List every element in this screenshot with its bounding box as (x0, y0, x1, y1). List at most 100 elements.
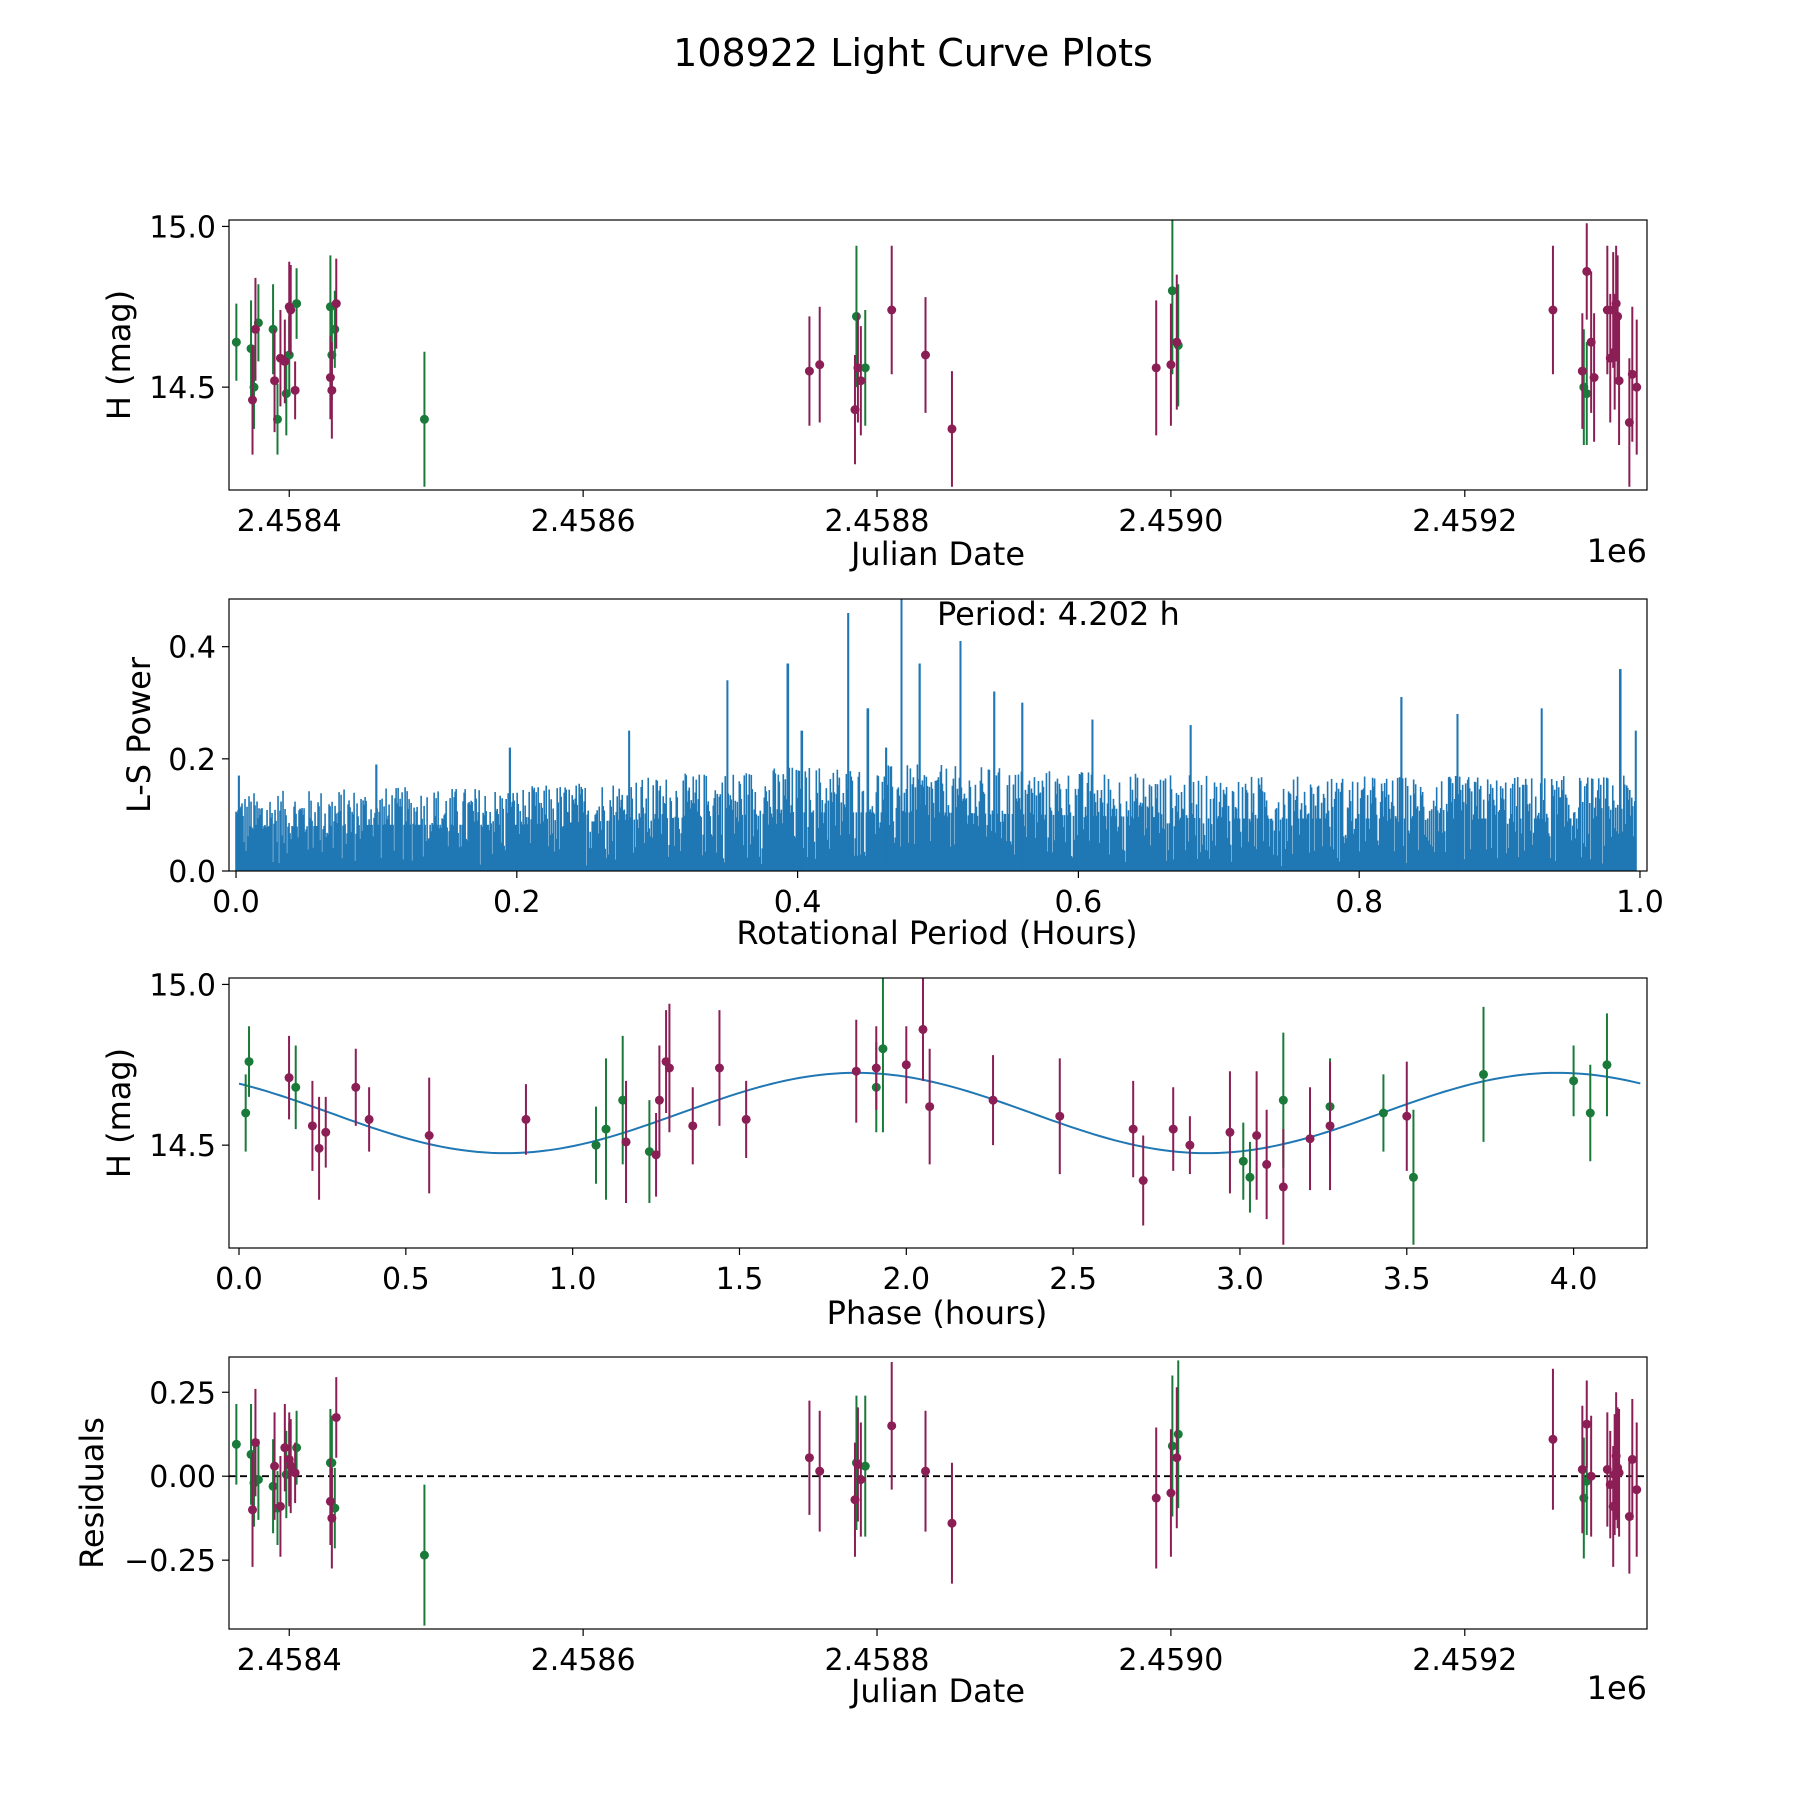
phased-x-axis-label: Phase (hours) (827, 1294, 1048, 1332)
phased-green-point (1378, 1108, 1388, 1118)
lightcurve-green-point (249, 382, 259, 392)
residuals-x-axis-label: Julian Date (849, 1672, 1025, 1710)
phased-magenta-point (307, 1121, 317, 1131)
lightcurve-magenta-point (327, 385, 337, 395)
residuals-magenta-point (856, 1475, 866, 1485)
phased-magenta-point (1402, 1111, 1412, 1121)
phased-x-tick-label: 3.5 (1383, 1262, 1431, 1297)
phased-x-tick-label: 0.0 (215, 1262, 263, 1297)
phased-green-point (591, 1140, 601, 1150)
lightcurve-x-tick-label: 2.4586 (531, 504, 636, 539)
lightcurve-magenta-point (290, 385, 300, 395)
residuals-magenta-point (1151, 1493, 1161, 1503)
phased-green-point (244, 1057, 254, 1067)
periodogram-x-tick-label: 1.0 (1616, 885, 1664, 920)
lightcurve-magenta-point (947, 424, 957, 434)
phased-points (238, 978, 1641, 1245)
residuals-green-point (1173, 1429, 1183, 1439)
periodogram-power-line (235, 599, 1637, 871)
phased-x-tick-label: 2.0 (882, 1262, 930, 1297)
phased-magenta-point (521, 1114, 531, 1124)
residuals-x-tick-label: 2.4590 (1118, 1643, 1223, 1678)
phased-magenta-point (871, 1063, 881, 1073)
phased-magenta-point (424, 1131, 434, 1140)
residuals-y-axis-label: Residuals (73, 1417, 111, 1569)
residuals-green-point (327, 1458, 337, 1468)
phased-magenta-point (351, 1082, 361, 1092)
phased-green-point (1408, 1172, 1418, 1182)
lightcurve-x-tick-label: 2.4592 (1412, 504, 1517, 539)
lightcurve-magenta-point (804, 366, 814, 376)
residuals-magenta-point (1614, 1468, 1624, 1478)
residuals-x-ticks: 2.4584 2.4586 2.4588 2.4590 2.4592 (237, 1629, 1517, 1678)
phased-x-tick-label: 0.5 (382, 1262, 430, 1297)
periodogram-y-axis-label: L-S Power (120, 656, 158, 813)
phased-magenta-point (1252, 1131, 1262, 1140)
lightcurve-magenta-point (248, 395, 258, 405)
phased-green-point (1278, 1095, 1288, 1105)
phased-green-point (291, 1082, 301, 1092)
lightcurve-magenta-point (1586, 337, 1596, 347)
phased-magenta-point (664, 1063, 674, 1073)
lightcurve-magenta-point (270, 376, 280, 386)
residuals-magenta-point (921, 1466, 931, 1476)
lightcurve-green-point (419, 414, 429, 424)
periodogram-frame (228, 598, 1648, 872)
residuals-x-tick-label: 2.4592 (1412, 1643, 1517, 1678)
residuals-magenta-point (947, 1518, 957, 1528)
phased-magenta-point (1185, 1140, 1195, 1150)
residuals-y-tick-label: −0.25 (124, 1544, 216, 1579)
lightcurve-magenta-point (325, 373, 335, 382)
lightcurve-magenta-point (1611, 299, 1621, 309)
lightcurve-green-point (292, 299, 302, 309)
lightcurve-green-point (851, 311, 861, 321)
phased-fit-curve (238, 1071, 1641, 1155)
lightcurve-y-ticks: 14.5 15.0 (149, 210, 229, 406)
residuals-magenta-point (1172, 1453, 1182, 1463)
residuals-panel: 2.4584 2.4586 2.4588 2.4590 2.4592 −0.25 0.00… (73, 1356, 1648, 1710)
phased-x-tick-label: 1.0 (549, 1262, 597, 1297)
phased-green-point (1479, 1069, 1489, 1079)
lightcurve-magenta-point (1582, 266, 1592, 276)
phased-magenta-point (651, 1150, 661, 1160)
residuals-magenta-point (815, 1466, 825, 1476)
lightcurve-green-point (860, 363, 870, 373)
lightcurve-magenta-point (1548, 305, 1558, 315)
residuals-magenta-point (327, 1513, 337, 1523)
periodogram-x-axis-label: Rotational Period (Hours) (736, 914, 1137, 952)
lightcurve-green-point (231, 337, 241, 347)
phased-green-point (878, 1044, 888, 1054)
phased-green-point (1569, 1076, 1579, 1086)
phased-magenta-point (901, 1060, 911, 1070)
residuals-magenta-point (1166, 1488, 1176, 1498)
periodogram-y-tick-label: 0.4 (168, 631, 216, 666)
lightcurve-magenta-point (1632, 382, 1642, 392)
lightcurve-offset-label: 1e6 (1587, 532, 1647, 570)
residuals-magenta-point (1632, 1485, 1642, 1495)
lightcurve-x-tick-label: 2.4588 (825, 504, 930, 539)
residuals-magenta-point (290, 1468, 300, 1478)
residuals-y-ticks: −0.25 0.00 0.25 (124, 1376, 229, 1579)
lightcurve-green-point (268, 324, 278, 334)
lightcurve-magenta-point (280, 356, 290, 366)
lightcurve-y-axis-label: H (mag) (100, 290, 138, 420)
residuals-green-point (268, 1481, 278, 1491)
residuals-green-point (292, 1443, 302, 1453)
phased-x-tick-label: 3.0 (1216, 1262, 1264, 1297)
lightcurve-green-point (330, 324, 340, 334)
phased-magenta-point (714, 1063, 724, 1073)
phased-magenta-point (314, 1143, 324, 1153)
residuals-offset-label: 1e6 (1587, 1669, 1647, 1707)
periodogram-x-tick-label: 0.2 (493, 885, 541, 920)
lightcurve-points (231, 220, 1642, 487)
residuals-magenta-point (250, 1438, 260, 1448)
phased-magenta-point (1128, 1124, 1138, 1134)
residuals-magenta-point (331, 1412, 341, 1422)
phased-magenta-point (988, 1095, 998, 1105)
phased-magenta-point (1325, 1121, 1335, 1131)
phased-magenta-point (321, 1127, 331, 1137)
residuals-x-tick-label: 2.4588 (825, 1643, 930, 1678)
residuals-green-point (1167, 1441, 1177, 1451)
lightcurve-magenta-point (250, 324, 260, 334)
lightcurve-green-point (1582, 389, 1592, 399)
